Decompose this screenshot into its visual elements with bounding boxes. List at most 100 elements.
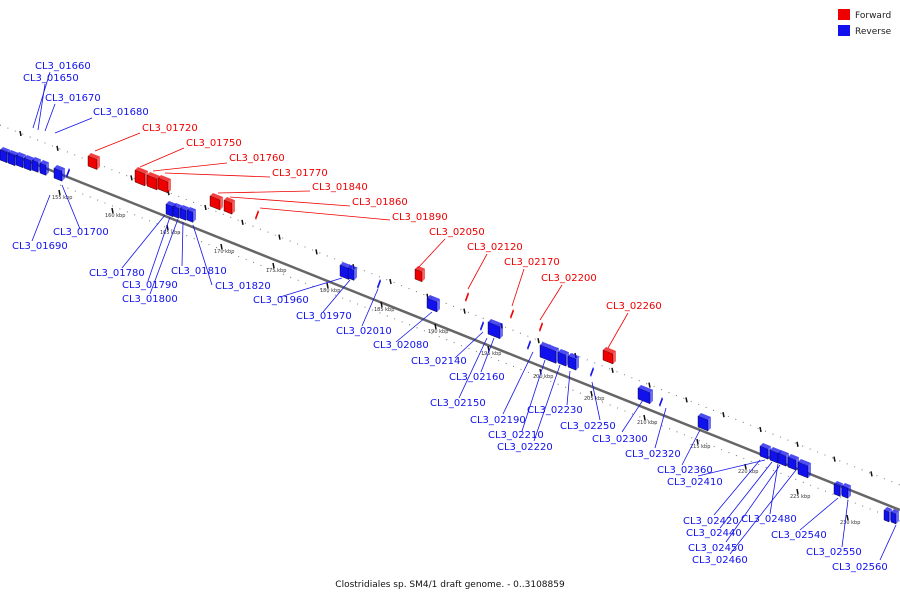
forward-gene-block[interactable] bbox=[157, 175, 171, 194]
reverse-gene-block[interactable] bbox=[637, 385, 653, 405]
reverse-gene-label[interactable]: CL3_02230 bbox=[527, 405, 583, 416]
reverse-gene-label[interactable]: CL3_02190 bbox=[470, 415, 526, 426]
reverse-gene-block[interactable] bbox=[53, 165, 65, 182]
reverse-gene-block[interactable] bbox=[697, 413, 711, 432]
reverse-gene-label[interactable]: CL3_02080 bbox=[373, 340, 429, 351]
reverse-gene-block[interactable] bbox=[841, 483, 851, 499]
forward-gene-block[interactable] bbox=[223, 197, 235, 215]
forward-gene-label[interactable]: CL3_01770 bbox=[272, 168, 328, 179]
reverse-gene-block[interactable] bbox=[777, 450, 789, 467]
reverse-gene-label[interactable]: CL3_02220 bbox=[497, 442, 553, 453]
reverse-gene-label[interactable]: CL3_01810 bbox=[171, 266, 227, 277]
forward-gene-label[interactable]: CL3_01720 bbox=[142, 123, 198, 134]
forward-gene-label[interactable]: CL3_01860 bbox=[352, 197, 408, 208]
forward-gene-sliver[interactable] bbox=[539, 322, 543, 332]
forward-gene-label[interactable]: CL3_01750 bbox=[186, 138, 242, 149]
reverse-gene-sliver[interactable] bbox=[377, 279, 381, 289]
reverse-gene-block[interactable] bbox=[833, 481, 843, 497]
reverse-gene-label[interactable]: CL3_02250 bbox=[560, 421, 616, 432]
reverse-gene-block[interactable] bbox=[186, 207, 196, 223]
forward-gene-sliver[interactable] bbox=[510, 309, 514, 319]
reverse-gene-label[interactable]: CL3_01660 bbox=[35, 61, 91, 72]
reverse-gene-label[interactable]: CL3_02460 bbox=[692, 555, 748, 566]
reverse-gene-label[interactable]: CL3_01790 bbox=[122, 280, 178, 291]
forward-gene-block[interactable] bbox=[602, 347, 616, 365]
reverse-gene-label-leader bbox=[458, 337, 488, 399]
reverse-gene-label[interactable]: CL3_02480 bbox=[741, 514, 797, 525]
scale-tick-mark bbox=[696, 438, 699, 445]
reverse-gene-label[interactable]: CL3_01970 bbox=[296, 311, 352, 322]
forward-gene-block[interactable] bbox=[134, 167, 148, 187]
reverse-gene-sliver[interactable] bbox=[66, 168, 70, 178]
genome-backbone bbox=[0, 148, 900, 512]
reverse-gene-label[interactable]: CL3_02010 bbox=[336, 326, 392, 337]
reverse-gene-label-leader bbox=[31, 194, 51, 242]
scale-tick-mark bbox=[434, 323, 437, 330]
forward-gene-label[interactable]: CL3_02120 bbox=[467, 242, 523, 253]
reverse-gene-label[interactable]: CL3_01690 bbox=[12, 241, 68, 252]
reverse-gene-label[interactable]: CL3_02140 bbox=[411, 356, 467, 367]
reverse-gene-block[interactable] bbox=[759, 443, 771, 460]
forward-gene-block[interactable] bbox=[87, 153, 100, 170]
reverse-gene-label[interactable]: CL3_02550 bbox=[806, 547, 862, 558]
reverse-gene-label[interactable]: CL3_02210 bbox=[488, 430, 544, 441]
forward-gene-label[interactable]: CL3_01890 bbox=[392, 212, 448, 223]
reverse-gene-label[interactable]: CL3_02450 bbox=[688, 543, 744, 554]
reverse-gene-label[interactable]: CL3_02300 bbox=[592, 434, 648, 445]
forward-track-tick bbox=[870, 471, 873, 477]
scale-tick-mark bbox=[380, 301, 383, 308]
reverse-gene-block[interactable] bbox=[487, 319, 503, 340]
reverse-gene-block[interactable] bbox=[39, 160, 49, 176]
reverse-gene-label[interactable]: CL3_02150 bbox=[430, 398, 486, 409]
forward-gene-sliver[interactable] bbox=[465, 292, 469, 302]
reverse-gene-label[interactable]: CL3_01780 bbox=[89, 268, 145, 279]
forward-gene-label[interactable]: CL3_02050 bbox=[429, 227, 485, 238]
reverse-gene-block[interactable] bbox=[347, 265, 357, 281]
reverse-gene-block[interactable] bbox=[426, 295, 440, 313]
reverse-gene-label[interactable]: CL3_02160 bbox=[449, 372, 505, 383]
forward-track-tick bbox=[389, 278, 392, 285]
reverse-gene-label[interactable]: CL3_02320 bbox=[625, 449, 681, 460]
forward-gene-label[interactable]: CL3_02200 bbox=[541, 273, 597, 284]
forward-gene-label[interactable]: CL3_02260 bbox=[606, 301, 662, 312]
reverse-gene-label[interactable]: CL3_02360 bbox=[657, 465, 713, 476]
reverse-gene-label[interactable]: CL3_01820 bbox=[215, 281, 271, 292]
reverse-gene-sliver[interactable] bbox=[590, 367, 594, 377]
scale-tick-mark bbox=[272, 262, 275, 269]
reverse-gene-label[interactable]: CL3_01650 bbox=[23, 73, 79, 84]
forward-gene-label[interactable]: CL3_02170 bbox=[504, 257, 560, 268]
reverse-gene-block[interactable] bbox=[797, 459, 811, 479]
forward-gene-label[interactable]: CL3_01840 bbox=[312, 182, 368, 193]
reverse-gene-block[interactable] bbox=[557, 349, 569, 367]
reverse-gene-label[interactable]: CL3_02560 bbox=[832, 562, 888, 573]
reverse-gene-label-leader bbox=[879, 524, 897, 561]
reverse-gene-label[interactable]: CL3_01680 bbox=[93, 107, 149, 118]
forward-gene-label[interactable]: CL3_01760 bbox=[229, 153, 285, 164]
reverse-gene-label[interactable]: CL3_01670 bbox=[45, 93, 101, 104]
reverse-gene-label-leader bbox=[521, 359, 546, 432]
reverse-gene-label[interactable]: CL3_02420 bbox=[683, 516, 739, 527]
reverse-gene-block[interactable] bbox=[539, 342, 559, 364]
reverse-gene-sliver[interactable] bbox=[527, 340, 531, 350]
scale-tick-mark bbox=[220, 243, 223, 250]
forward-gene-block[interactable] bbox=[414, 266, 425, 283]
reverse-gene-sliver[interactable] bbox=[480, 321, 484, 331]
reverse-gene-label[interactable]: CL3_01700 bbox=[53, 227, 109, 238]
reverse-gene-label[interactable]: CL3_01800 bbox=[122, 294, 178, 305]
scale-tick-label: 230 kbp bbox=[840, 520, 860, 526]
reverse-gene-label[interactable]: CL3_02410 bbox=[667, 477, 723, 488]
forward-gene-block[interactable] bbox=[209, 193, 223, 211]
reverse-gene-sliver[interactable] bbox=[659, 397, 663, 407]
reverse-gene-label[interactable]: CL3_02540 bbox=[771, 530, 827, 541]
forward-gene-sliver[interactable] bbox=[255, 210, 259, 220]
reverse-gene-block[interactable] bbox=[787, 454, 799, 471]
forward-track-tick bbox=[611, 367, 614, 373]
reverse-gene-label[interactable]: CL3_01960 bbox=[253, 295, 309, 306]
reverse-gene-block[interactable] bbox=[31, 157, 41, 173]
reverse-gene-block[interactable] bbox=[567, 353, 579, 371]
reverse-gene-block[interactable] bbox=[890, 509, 899, 525]
reverse-gene-block[interactable] bbox=[883, 507, 892, 523]
reverse-gene-label[interactable]: CL3_02440 bbox=[686, 528, 742, 539]
